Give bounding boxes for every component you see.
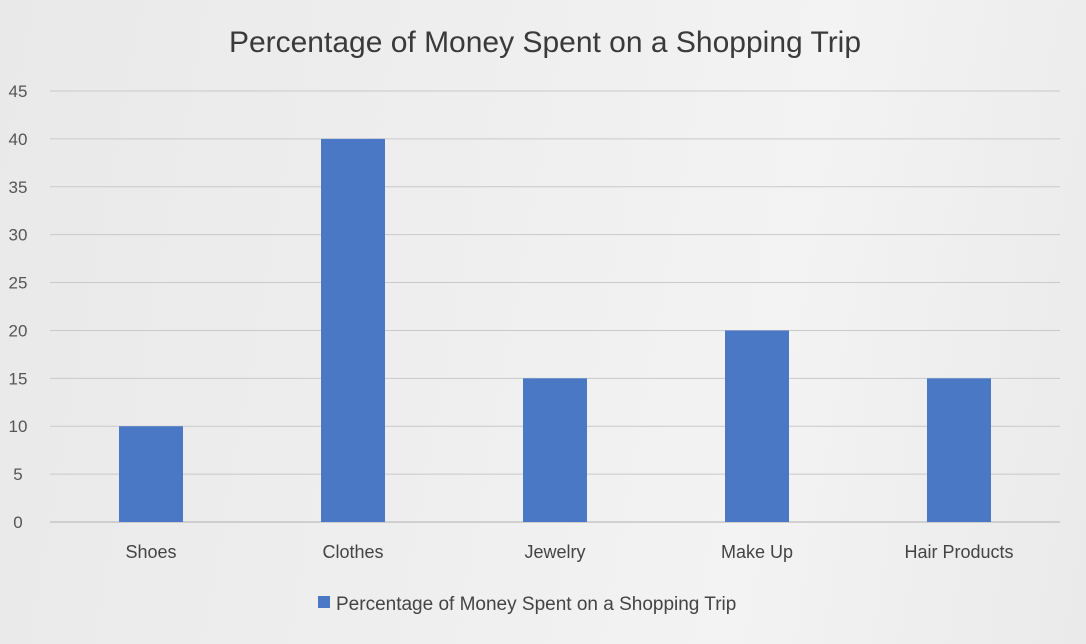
y-axis-ticks: 0 5 10 15 20 25 30 35 40 45 <box>9 82 28 532</box>
y-tick-label: 40 <box>9 130 28 149</box>
legend-label: Percentage of Money Spent on a Shopping … <box>336 594 736 615</box>
y-tick-label: 15 <box>9 369 28 388</box>
x-category-label: Clothes <box>322 542 383 562</box>
y-tick-label: 35 <box>9 178 28 197</box>
bar-hair-products <box>927 378 991 522</box>
chart-title: Percentage of Money Spent on a Shopping … <box>229 26 861 59</box>
bar-shoes <box>119 426 183 522</box>
y-tick-label: 5 <box>13 465 22 484</box>
legend: Percentage of Money Spent on a Shopping … <box>318 594 736 615</box>
y-tick-label: 10 <box>9 417 28 436</box>
legend-swatch <box>318 596 330 608</box>
x-category-label: Shoes <box>125 542 176 562</box>
y-tick-label: 45 <box>9 82 28 101</box>
bar-make-up <box>725 330 789 522</box>
bars <box>119 138 991 522</box>
y-tick-label: 25 <box>9 274 28 293</box>
gridlines <box>50 90 1060 523</box>
x-category-label: Make Up <box>721 542 793 562</box>
x-axis-categories: Shoes Clothes Jewelry Make Up Hair Products <box>125 542 1013 562</box>
bar-clothes <box>321 138 385 522</box>
y-tick-label: 20 <box>9 321 28 340</box>
y-tick-label: 0 <box>13 513 22 532</box>
y-tick-label: 30 <box>9 226 28 245</box>
x-category-label: Hair Products <box>904 542 1013 562</box>
bar-jewelry <box>523 378 587 522</box>
x-category-label: Jewelry <box>524 542 585 562</box>
